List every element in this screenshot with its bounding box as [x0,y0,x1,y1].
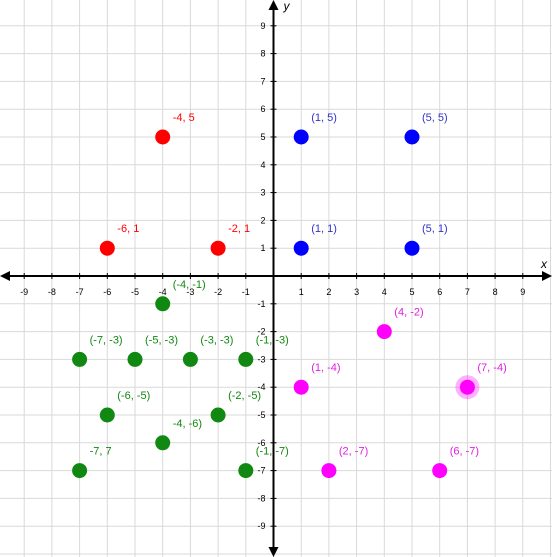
y-tick-label: -6 [257,438,265,448]
point-label: (4, -2) [394,307,423,319]
point-label: (5, 1) [422,223,448,235]
y-tick-label: 1 [260,243,265,253]
x-tick-label: -2 [214,287,222,297]
series-0: -4, 5 -6, 1 -2, 1 [99,112,250,256]
point-label: -6, 1 [117,223,139,235]
x-tick-label: 4 [382,287,387,297]
series-1: (1, 5) (5, 5) (1, 1) (5, 1) [293,112,448,256]
y-tick-label: 5 [260,132,265,142]
data-point[interactable] [155,435,171,451]
point-label: (-5, -3) [145,334,178,346]
point-label: (-7, -3) [90,334,123,346]
x-tick-label: -4 [159,287,167,297]
data-point[interactable] [99,407,115,423]
point-label: (5, 5) [422,112,448,124]
data-point[interactable] [321,463,337,479]
y-axis-arrow-up [268,0,279,10]
y-tick-label: 6 [260,104,265,114]
point-label: -4, 5 [173,112,195,124]
ticks: -9 -8 -7 -6 -5 -4 -3 -2 -1 1 2 3 4 5 6 7 8 9 -9 -8 -7 -6 -5 -4 -… [20,21,525,531]
data-point[interactable] [238,463,254,479]
x-tick-label: 6 [437,287,442,297]
x-tick-label: 1 [299,287,304,297]
point-label: (-4, -1) [173,279,206,291]
data-point[interactable] [432,463,448,479]
x-tick-label: -3 [186,287,194,297]
x-tick-label: -7 [76,287,84,297]
y-tick-label: -3 [257,354,265,364]
data-point[interactable] [404,240,420,256]
x-tick-label: -5 [131,287,139,297]
x-tick-label: 3 [354,287,359,297]
point-label: (-2, -5) [228,390,261,402]
point-label: (1, -4) [311,362,340,374]
point-label: (1, 5) [311,112,337,124]
point-label: (-1, -7) [256,446,289,458]
data-point[interactable] [293,129,309,145]
y-tick-label: -1 [257,299,265,309]
point-label: (6, -7) [450,446,479,458]
x-tick-label: -8 [48,287,56,297]
x-axis-label: x [540,257,548,271]
y-axis-label: y [283,0,291,13]
x-tick-label: 9 [520,287,525,297]
x-tick-label: 7 [465,287,470,297]
data-point[interactable] [182,351,198,367]
y-tick-label: 3 [260,188,265,198]
data-point[interactable] [293,240,309,256]
point-label: (7, -4) [477,362,506,374]
points: -4, 5-6, 1 -2, 1(1, 5) (5, 5)(1, 1) (5, 1)(… [72,112,507,479]
y-tick-label: -9 [257,521,265,531]
point-label: (1, 1) [311,223,337,235]
x-tick-label: 5 [409,287,414,297]
y-tick-label: -7 [257,466,265,476]
y-tick-label: 9 [260,21,265,31]
y-tick-label: 8 [260,49,265,59]
data-point[interactable] [155,129,171,145]
series-2: (-4, -1) (-7, -3) (-5, -3) (-3, -3) (-1, -3)… [72,279,289,479]
point-label: -7, 7 [90,446,112,458]
point-label: -2, 1 [228,223,250,235]
data-point[interactable] [99,240,115,256]
y-tick-label: -2 [257,327,265,337]
x-axis-arrow-left [0,271,10,281]
y-axis-arrow-down [268,547,279,557]
data-point[interactable] [293,379,309,395]
point-label: (-6, -5) [117,390,150,402]
point-label: -4, -6) [173,418,202,430]
data-point[interactable] [127,351,143,367]
data-point[interactable] [459,379,475,395]
data-point[interactable] [404,129,420,145]
data-point[interactable] [72,463,88,479]
data-point[interactable] [376,324,392,340]
data-point[interactable] [210,240,226,256]
y-tick-label: -8 [257,493,265,503]
y-tick-label: 4 [260,160,265,170]
series-3: (4, -2) (1, -4) (7, -4) (2, -7) (6, -7) [293,307,507,479]
y-tick-label: 7 [260,76,265,86]
data-point[interactable] [210,407,226,423]
x-tick-label: -9 [20,287,28,297]
point-label: (2, -7) [339,446,368,458]
x-tick-label: 2 [326,287,331,297]
y-tick-label: -4 [257,382,265,392]
x-axis-arrow-right [542,271,552,281]
y-tick-label: 2 [260,215,265,225]
data-point[interactable] [238,351,254,367]
data-point[interactable] [155,296,171,312]
data-point[interactable] [72,351,88,367]
point-label: (-1, -3) [256,334,289,346]
x-tick-label: 8 [493,287,498,297]
x-tick-label: -1 [242,287,250,297]
y-tick-label: -5 [257,410,265,420]
point-label: (-3, -3) [200,334,233,346]
x-tick-label: -6 [103,287,111,297]
